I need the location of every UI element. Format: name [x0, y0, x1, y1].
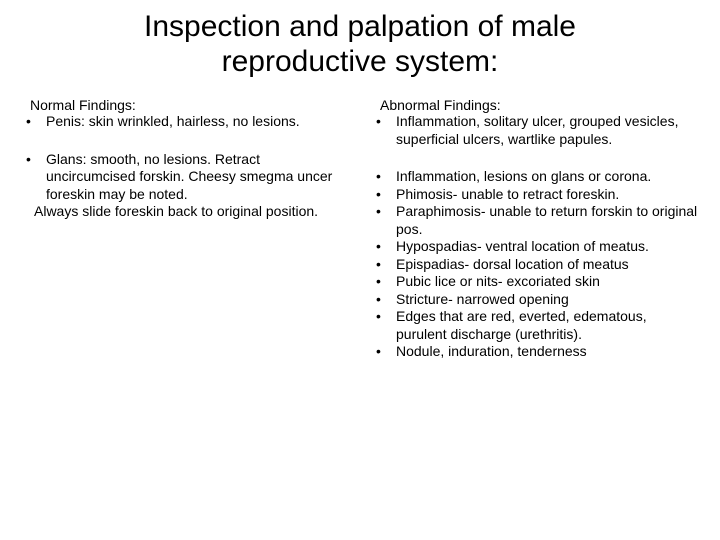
list: • Glans: smooth, no lesions. Retract unc…	[20, 151, 350, 204]
item-text: Inflammation, solitary ulcer, grouped ve…	[396, 113, 700, 148]
bullet-icon: •	[370, 203, 396, 221]
bullet-icon: •	[370, 256, 396, 274]
list-item: • Nodule, induration, tenderness	[370, 343, 700, 361]
list: • Penis: skin wrinkled, hairless, no les…	[20, 113, 350, 131]
item-text: Phimosis- unable to retract foreskin.	[396, 186, 700, 204]
normal-heading: Normal Findings:	[30, 97, 350, 113]
bullet-icon: •	[370, 291, 396, 309]
item-text: Stricture- narrowed opening	[396, 291, 700, 309]
list-item: • Penis: skin wrinkled, hairless, no les…	[20, 113, 350, 131]
list: • Inflammation, lesions on glans or coro…	[370, 168, 700, 361]
item-text: Epispadias- dorsal location of meatus	[396, 256, 700, 274]
item-text: Nodule, induration, tenderness	[396, 343, 700, 361]
list-item: • Epispadias- dorsal location of meatus	[370, 256, 700, 274]
item-text: Inflammation, lesions on glans or corona…	[396, 168, 700, 186]
bullet-icon: •	[370, 238, 396, 256]
list-item: • Stricture- narrowed opening	[370, 291, 700, 309]
list-item: • Paraphimosis- unable to return forskin…	[370, 203, 700, 238]
two-column-layout: Normal Findings: • Penis: skin wrinkled,…	[20, 97, 700, 381]
list-item: • Hypospadias- ventral location of meatu…	[370, 238, 700, 256]
item-text: Paraphimosis- unable to return forskin t…	[396, 203, 700, 238]
normal-findings-column: Normal Findings: • Penis: skin wrinkled,…	[20, 97, 350, 381]
slide-title: Inspection and palpation of male reprodu…	[20, 10, 700, 79]
bullet-icon: •	[370, 308, 396, 326]
list: • Inflammation, solitary ulcer, grouped …	[370, 113, 700, 148]
normal-group-1: • Penis: skin wrinkled, hairless, no les…	[20, 113, 350, 131]
bullet-icon: •	[370, 343, 396, 361]
bullet-icon: •	[370, 186, 396, 204]
list-item: • Glans: smooth, no lesions. Retract unc…	[20, 151, 350, 204]
list-item: • Phimosis- unable to retract foreskin.	[370, 186, 700, 204]
abnormal-findings-column: Abnormal Findings: • Inflammation, solit…	[370, 97, 700, 381]
bullet-icon: •	[370, 273, 396, 291]
bullet-icon: •	[370, 113, 396, 131]
list-item: • Inflammation, lesions on glans or coro…	[370, 168, 700, 186]
bullet-icon: •	[20, 151, 46, 169]
bullet-icon: •	[370, 168, 396, 186]
item-text: Edges that are red, everted, edematous, …	[396, 308, 700, 343]
list-item: • Inflammation, solitary ulcer, grouped …	[370, 113, 700, 148]
item-text: Glans: smooth, no lesions. Retract uncir…	[46, 151, 350, 204]
bullet-icon: •	[20, 113, 46, 131]
abnormal-group-1: • Inflammation, solitary ulcer, grouped …	[370, 113, 700, 148]
list-item: • Pubic lice or nits- excoriated skin	[370, 273, 700, 291]
abnormal-heading: Abnormal Findings:	[380, 97, 700, 113]
item-text: Pubic lice or nits- excoriated skin	[396, 273, 700, 291]
abnormal-group-2: • Inflammation, lesions on glans or coro…	[370, 168, 700, 361]
item-text: Hypospadias- ventral location of meatus.	[396, 238, 700, 256]
list-item: • Edges that are red, everted, edematous…	[370, 308, 700, 343]
item-text: Penis: skin wrinkled, hairless, no lesio…	[46, 113, 350, 131]
foreskin-note: Always slide foreskin back to original p…	[34, 203, 350, 221]
normal-group-2: • Glans: smooth, no lesions. Retract unc…	[20, 151, 350, 221]
